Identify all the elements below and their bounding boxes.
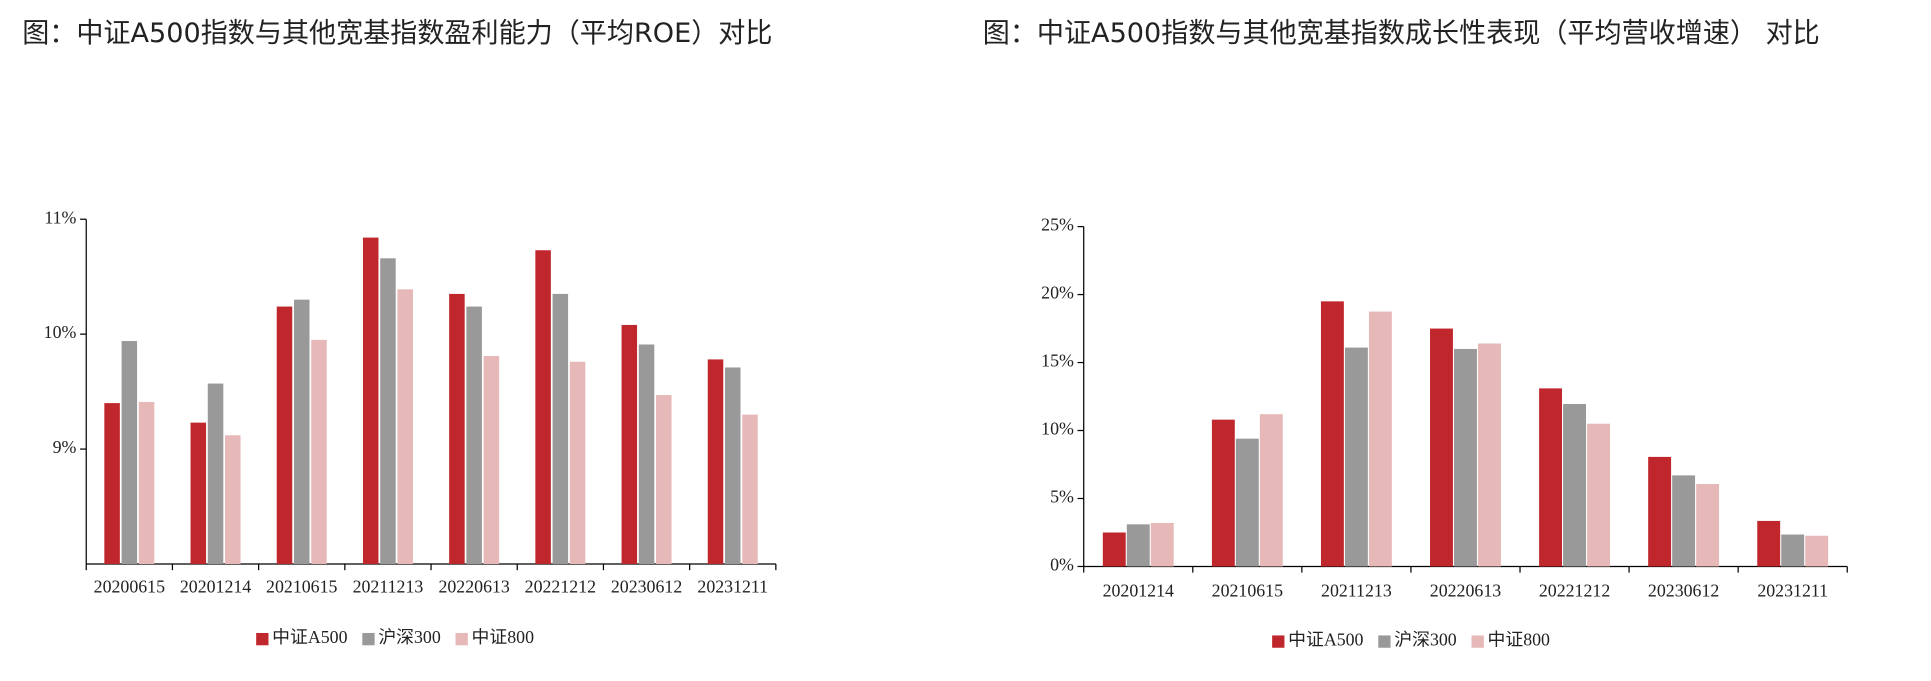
legend-swatch [455, 632, 468, 646]
y-tick-label: 15% [1041, 351, 1074, 371]
legend-swatch [1272, 635, 1285, 648]
legend-swatch [362, 632, 375, 646]
x-tick-label: 20230612 [611, 577, 682, 597]
bar [449, 293, 465, 565]
x-tick-label: 20231211 [697, 577, 768, 597]
bar [293, 299, 310, 565]
bar [1368, 311, 1392, 567]
bar [1454, 348, 1477, 567]
bar [1563, 404, 1586, 567]
bar [569, 361, 586, 565]
legend-label: 沪深300 [1394, 630, 1457, 650]
x-tick-label: 20230612 [1648, 580, 1719, 600]
bar [535, 250, 551, 565]
legend-label: 中证A500 [272, 627, 347, 647]
bar [104, 403, 120, 565]
bar [656, 395, 672, 565]
legend-label: 中证A500 [1288, 630, 1363, 650]
bar [1259, 414, 1283, 567]
bar [1696, 483, 1720, 567]
y-tick-label: 20% [1041, 283, 1074, 303]
bar [552, 293, 569, 565]
chart-title: 图：中证A500指数与其他宽基指数盈利能力（平均ROE）对比 [22, 18, 772, 49]
bar [121, 341, 138, 565]
bar [742, 414, 758, 565]
y-tick-label: 25% [1041, 215, 1074, 235]
bar [276, 306, 293, 565]
bar [190, 422, 207, 565]
bar [1539, 388, 1563, 567]
bar [724, 367, 741, 565]
bar [1757, 520, 1781, 567]
bar [1102, 532, 1126, 567]
bar [1587, 423, 1610, 567]
bar [311, 339, 327, 565]
bar [225, 435, 241, 565]
bar [1211, 419, 1235, 567]
legend-label: 沪深300 [378, 627, 441, 647]
x-tick-label: 20211213 [353, 577, 424, 597]
legend-label: 中证800 [1488, 630, 1551, 650]
bar [1235, 438, 1259, 567]
bar [380, 258, 396, 565]
chart-title: 图：中证A500指数与其他宽基指数成长性表现（平均营收增速） 对比 [983, 18, 1820, 49]
x-tick-label: 20211213 [1321, 580, 1392, 600]
x-tick-label: 20221212 [525, 577, 596, 597]
bar [397, 289, 413, 565]
bar [1430, 328, 1453, 567]
bar [638, 344, 655, 565]
legend-swatch [1471, 635, 1484, 648]
bar [1805, 535, 1829, 567]
bar [621, 324, 638, 565]
legend-swatch [1378, 635, 1391, 648]
y-tick-label: 5% [1050, 487, 1074, 507]
x-tick-label: 20221212 [1539, 580, 1610, 600]
y-tick-label: 9% [53, 437, 77, 457]
x-tick-label: 20220613 [438, 577, 509, 597]
x-tick-label: 20201214 [180, 577, 251, 597]
bar [1781, 534, 1805, 567]
bar [1344, 347, 1368, 567]
y-tick-label: 10% [1041, 419, 1074, 439]
bar [707, 359, 724, 565]
y-tick-label: 11% [44, 207, 76, 227]
y-tick-label: 0% [1050, 555, 1074, 575]
bar [1150, 522, 1174, 567]
bar [138, 401, 155, 565]
x-tick-label: 20220613 [1430, 580, 1501, 600]
x-tick-label: 20201214 [1103, 580, 1174, 600]
bar [466, 306, 482, 565]
bar [1478, 343, 1501, 567]
x-tick-label: 20231211 [1757, 580, 1828, 600]
bar [1648, 456, 1672, 567]
bar [362, 237, 379, 565]
bar [483, 355, 500, 565]
y-tick-label: 10% [44, 322, 77, 342]
x-tick-label: 20210615 [1212, 580, 1283, 600]
x-tick-label: 20210615 [266, 577, 337, 597]
legend-label: 中证800 [472, 627, 535, 647]
x-tick-label: 20200615 [94, 577, 165, 597]
bar [1672, 475, 1696, 567]
bar [1320, 301, 1344, 567]
bar [1126, 524, 1150, 567]
bar [207, 383, 224, 565]
legend-swatch [256, 632, 269, 646]
